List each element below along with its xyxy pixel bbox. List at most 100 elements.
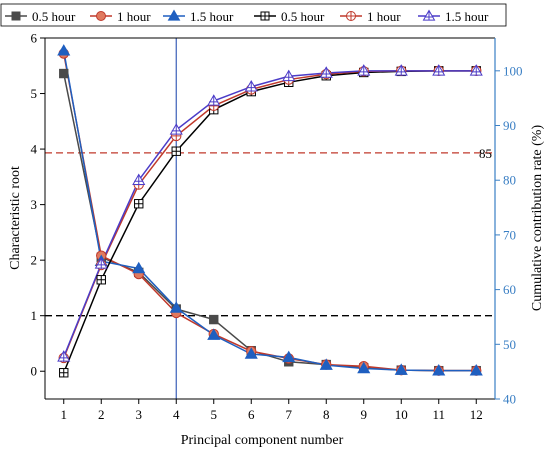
data-point-s4-2 (96, 275, 106, 285)
x-tick-label: 6 (248, 407, 255, 422)
data-point-s6-7-cross (284, 70, 294, 81)
legend-marker-cross (261, 12, 269, 20)
data-point-s6-5-cross (209, 95, 219, 106)
series-line-4 (63, 70, 477, 374)
data-point-s6-3-cross (134, 174, 144, 185)
data-point-s3-6 (244, 347, 258, 359)
legend-marker (11, 11, 21, 21)
y-axis-right-label: Cumulative contribution rate (%) (530, 125, 545, 312)
data-point-s4-3 (134, 199, 144, 209)
x-tick-label: 4 (173, 407, 180, 422)
x-tick-label: 5 (211, 407, 218, 422)
legend-label: 1 hour (367, 9, 401, 24)
data-point-s3-8 (319, 358, 333, 370)
data-point-s3-4 (169, 301, 183, 313)
x-tick-label: 2 (98, 407, 105, 422)
series-line-3 (63, 50, 477, 372)
data-point-s4-4 (171, 146, 181, 156)
data-point-s4-1 (59, 368, 69, 378)
y-axis-left-label: Characteristic root (8, 166, 23, 270)
y-left-tick-label: 2 (31, 253, 38, 268)
x-tick-label: 9 (361, 407, 368, 422)
y-right-tick-label: 60 (503, 282, 516, 297)
y-left-tick-label: 0 (31, 364, 38, 379)
legend-marker-cross (347, 12, 355, 20)
series-markers (57, 44, 483, 378)
data-point-s6-10-cross (396, 65, 406, 76)
x-tick-label: 10 (395, 407, 408, 422)
data-point-s6-6 (244, 79, 258, 92)
x-axis-label: Principal component number (181, 433, 344, 448)
data-point-s4-3-cross (134, 199, 143, 208)
x-tick-label: 7 (286, 407, 293, 422)
series-line-5 (63, 70, 477, 359)
legend-label: 0.5 hour (281, 9, 325, 24)
data-point-s3-9 (357, 361, 371, 374)
legend-label: 0.5 hour (32, 9, 76, 24)
data-point-s3-12 (469, 363, 483, 376)
legend-marker (346, 11, 356, 21)
reference-lines: 85 (45, 38, 495, 399)
legend-marker (260, 11, 270, 21)
data-point-s6-8-cross (321, 67, 331, 78)
legend-marker-cross (424, 10, 434, 21)
y-left-tick-label: 3 (31, 197, 38, 212)
data-point-s3-1 (57, 44, 71, 56)
data-point-s6-12-cross (471, 65, 481, 76)
data-point-s6-2 (94, 257, 108, 269)
data-point-s3-10 (394, 363, 408, 375)
x-tick-label: 11 (432, 407, 445, 422)
y-right-tick-label: 100 (503, 63, 523, 78)
data-point-s6-10 (394, 64, 408, 76)
legend-label: 1.5 hour (445, 9, 489, 24)
data-point-s4-4-cross (172, 147, 181, 156)
data-point-s6-9 (357, 64, 371, 76)
data-point-s6-1 (57, 350, 71, 362)
data-point-s4-2-cross (97, 275, 106, 284)
data-point-s6-5 (207, 94, 221, 106)
y-left-tick-label: 6 (31, 31, 38, 46)
data-point-s6-11-cross (434, 65, 444, 76)
legend-label: 1.5 hour (190, 9, 234, 24)
data-point-s6-2-cross (96, 258, 106, 269)
data-point-s6-6-cross (246, 80, 256, 91)
data-point-s6-9-cross (359, 65, 369, 76)
y-right-tick-label: 90 (503, 118, 516, 133)
series-line-1 (63, 73, 477, 372)
series-lines (63, 50, 477, 374)
data-point-s6-11 (432, 64, 446, 76)
data-point-s3-11 (432, 363, 446, 376)
y-right-tick-label: 50 (503, 337, 516, 352)
y-right-tick-label: 40 (503, 392, 516, 407)
y-left-tick-label: 5 (31, 86, 38, 101)
data-point-s6-7 (282, 69, 296, 82)
series-line-6 (63, 70, 477, 358)
x-tick-label: 3 (136, 407, 143, 422)
data-point-s5-4 (171, 130, 182, 142)
x-tick-label: 1 (61, 407, 68, 422)
data-point-s3-7 (282, 350, 296, 363)
data-point-s6-3 (132, 173, 146, 185)
y-right-tick-label: 80 (503, 173, 516, 188)
data-point-s6-4 (169, 123, 183, 135)
data-point-s3-5 (207, 328, 221, 340)
y-left-tick-label: 4 (31, 142, 38, 157)
legend-marker (167, 9, 181, 21)
y-right-tick-label: 70 (503, 227, 516, 242)
legend-marker (422, 9, 436, 21)
x-tick-label: 12 (470, 407, 483, 422)
legend-marker (96, 11, 106, 21)
data-point-s4-1-cross (59, 368, 68, 377)
data-point-s3-3 (132, 261, 146, 274)
y-left-tick-label: 1 (31, 308, 38, 323)
legend-box (0, 3, 507, 27)
data-point-s1-5 (209, 314, 219, 325)
data-point-s1-1 (59, 68, 69, 79)
data-point-s6-12 (469, 64, 483, 76)
legend: 0.5 hour 1 hour 1.5 hour 0.5 hour 1 hour 1.5 … (0, 3, 507, 27)
data-point-s6-1-cross (59, 351, 69, 362)
legend-label: 1 hour (117, 9, 151, 24)
reference-line-label: 85 (479, 146, 492, 161)
